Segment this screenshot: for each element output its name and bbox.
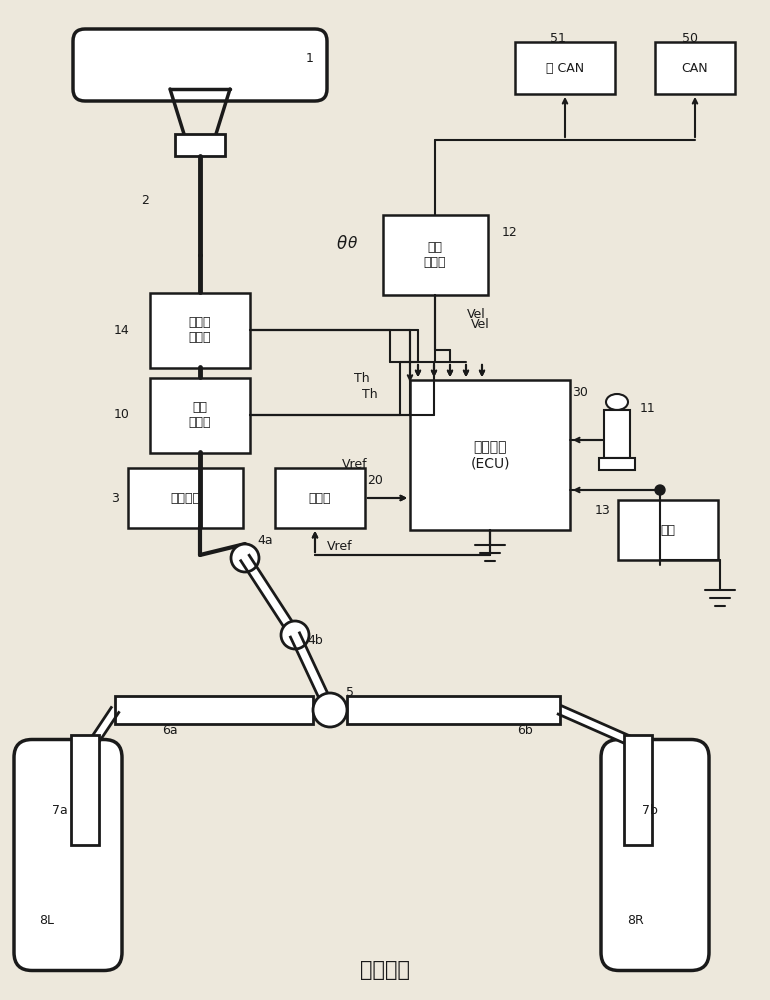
Bar — [655, 42, 735, 94]
Text: Th: Th — [354, 371, 370, 384]
Bar — [71, 735, 99, 845]
Bar — [604, 410, 630, 458]
Text: θ: θ — [337, 235, 347, 253]
Text: 13: 13 — [595, 504, 611, 516]
Text: 电动机: 电动机 — [309, 491, 331, 504]
Circle shape — [313, 693, 347, 727]
Bar — [515, 42, 615, 94]
Ellipse shape — [606, 394, 628, 410]
Text: 30: 30 — [572, 386, 588, 399]
Text: θ: θ — [347, 236, 357, 251]
Text: 4b: 4b — [307, 634, 323, 647]
Text: 控制单元
(ECU): 控制单元 (ECU) — [470, 440, 510, 470]
Text: Vel: Vel — [467, 308, 485, 322]
Text: 6b: 6b — [517, 724, 533, 736]
Text: Vel: Vel — [470, 318, 490, 332]
Text: 1: 1 — [306, 51, 314, 64]
Text: 8L: 8L — [39, 914, 55, 926]
Text: 8R: 8R — [627, 914, 644, 926]
FancyBboxPatch shape — [601, 740, 709, 970]
Text: 10: 10 — [114, 408, 130, 422]
Polygon shape — [558, 706, 630, 744]
Text: 20: 20 — [367, 474, 383, 487]
FancyBboxPatch shape — [73, 29, 327, 101]
Text: 6a: 6a — [162, 724, 178, 736]
Text: 3: 3 — [111, 491, 119, 504]
Text: 11: 11 — [640, 401, 656, 414]
Polygon shape — [92, 708, 119, 742]
Bar — [150, 377, 250, 452]
Text: 车速
传感器: 车速 传感器 — [424, 241, 447, 269]
Bar — [599, 458, 635, 470]
Bar — [347, 696, 560, 724]
Text: 50: 50 — [682, 31, 698, 44]
Text: Th: Th — [362, 388, 378, 401]
Text: 7a: 7a — [52, 804, 68, 816]
Circle shape — [281, 621, 309, 649]
Circle shape — [655, 485, 665, 495]
Text: 非 CAN: 非 CAN — [546, 62, 584, 75]
Bar — [618, 500, 718, 560]
Circle shape — [231, 544, 259, 572]
Text: 2: 2 — [141, 194, 149, 207]
Text: Vref: Vref — [342, 458, 368, 472]
Text: CAN: CAN — [681, 62, 708, 75]
Polygon shape — [241, 555, 300, 638]
Text: 5: 5 — [346, 686, 354, 698]
Text: 电池: 电池 — [661, 524, 675, 536]
Text: 12: 12 — [502, 227, 518, 239]
Bar — [624, 735, 652, 845]
Text: 14: 14 — [114, 324, 130, 336]
Text: 减速齿轮: 减速齿轮 — [170, 491, 200, 504]
Text: 4a: 4a — [257, 534, 273, 546]
Bar — [410, 380, 570, 530]
Bar — [383, 215, 487, 295]
Bar — [175, 134, 225, 156]
Text: 转向角
传感器: 转向角 传感器 — [189, 316, 211, 344]
Polygon shape — [290, 633, 334, 712]
FancyBboxPatch shape — [14, 740, 122, 970]
Text: 51: 51 — [550, 31, 566, 44]
Bar — [115, 696, 313, 724]
Bar — [150, 292, 250, 367]
Bar — [128, 468, 243, 528]
Bar — [275, 468, 365, 528]
Text: 现有技术: 现有技术 — [360, 960, 410, 980]
Text: 扭矩
传感器: 扭矩 传感器 — [189, 401, 211, 429]
Text: Vref: Vref — [327, 540, 353, 554]
Text: 7b: 7b — [642, 804, 658, 816]
